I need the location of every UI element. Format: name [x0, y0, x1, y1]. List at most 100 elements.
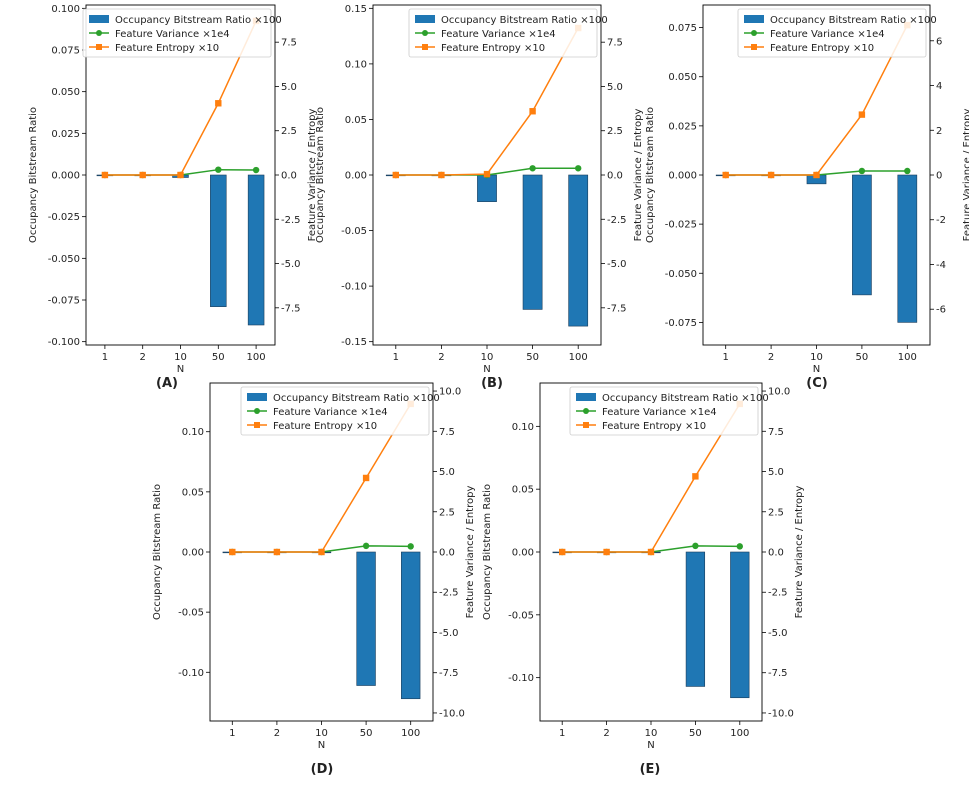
x-axis-title: N	[177, 364, 184, 375]
panel-label: (A)	[156, 376, 178, 391]
x-axis-title: N	[813, 364, 820, 375]
legend-marker-entropy	[422, 44, 428, 50]
y-tick-label-left: 0.00	[182, 548, 204, 559]
y-tick-label-right: 2.5	[607, 126, 623, 137]
x-tick-label: 2	[768, 352, 774, 363]
entropy-point	[722, 171, 729, 179]
variance-point	[407, 543, 414, 550]
y-tick-label-right: 0.0	[439, 548, 455, 559]
y-axis-title-right: Feature Variance / Entropy	[962, 109, 969, 242]
x-axis-title: N	[483, 364, 490, 375]
legend: Occupancy Bitstream Ratio ×100 Feature Va…	[569, 386, 769, 436]
legend: Occupancy Bitstream Ratio ×100 Feature Va…	[737, 8, 937, 58]
legend-box	[737, 8, 927, 58]
y-tick-label-left: 0.00	[512, 548, 534, 559]
y-tick-label-left: -0.050	[48, 254, 80, 265]
legend-swatch-bar	[247, 393, 267, 401]
legend-label-entropy: Feature Entropy ×10	[115, 43, 219, 54]
legend-swatch-bar	[576, 393, 596, 401]
x-tick-label: 50	[526, 352, 539, 363]
y-tick-label-left: -0.050	[665, 269, 697, 280]
legend-marker-variance	[254, 408, 260, 414]
variance-point	[362, 542, 370, 550]
y-tick-label-right: 2	[936, 126, 942, 137]
y-tick-label-left: -0.025	[48, 212, 80, 223]
x-tick-label: 2	[438, 352, 444, 363]
x-axis-title: N	[647, 740, 654, 751]
legend-marker-entropy	[96, 44, 102, 50]
y-tick-label-right: 7.5	[607, 38, 623, 49]
bar	[897, 174, 918, 323]
chart-panel: 0.075 0.050 0.025 0.000 -0.025 -0.050 -0.075 6 4…	[645, 4, 969, 391]
entropy-point	[559, 548, 566, 556]
entropy-point	[813, 171, 820, 179]
entropy-point	[229, 548, 236, 556]
bar	[685, 551, 706, 687]
entropy-point	[438, 171, 445, 179]
legend-marker-entropy	[751, 44, 757, 50]
y-tick-label-right: 2.5	[768, 507, 784, 518]
x-tick-label: 2	[140, 352, 146, 363]
bar	[852, 174, 872, 296]
y-axis-title-left: Occupancy Bitstream Ratio	[482, 484, 493, 620]
y-tick-label-left: -0.10	[341, 282, 367, 293]
x-tick-label: 100	[898, 352, 917, 363]
entropy-point	[392, 171, 399, 179]
y-axis-title-right: Feature Variance / Entropy	[633, 109, 644, 242]
x-tick-label: 100	[569, 352, 588, 363]
legend: Occupancy Bitstream Ratio ×100 Feature Va…	[408, 8, 608, 58]
y-tick-label-right: -2.5	[281, 215, 301, 226]
y-tick-label-left: 0.15	[345, 4, 367, 15]
y-tick-label-right: 0	[936, 171, 942, 182]
y-tick-label-left: -0.05	[341, 226, 367, 237]
legend-label-entropy: Feature Entropy ×10	[441, 43, 545, 54]
y-tick-label-right: 10.0	[768, 387, 790, 398]
y-tick-label-right: 2.5	[281, 126, 297, 137]
y-tick-label-right: -5.0	[768, 628, 788, 639]
y-axis-title-left: Occupancy Bitstream Ratio	[645, 107, 656, 243]
y-tick-label-left: -0.025	[665, 220, 697, 231]
y-tick-label-left: 0.05	[345, 115, 367, 126]
variance-point	[692, 542, 699, 550]
x-tick-label: 10	[810, 352, 823, 363]
y-tick-label-left: 0.050	[668, 72, 697, 83]
y-tick-label-left: 0.10	[182, 427, 204, 438]
entropy-point	[215, 100, 222, 107]
y-tick-label-right: 5.0	[768, 467, 784, 478]
y-tick-label-left: 0.100	[51, 4, 80, 15]
y-tick-label-right: -5.0	[281, 259, 301, 270]
y-tick-label-left: -0.05	[178, 608, 204, 619]
x-tick-label: 10	[174, 352, 187, 363]
legend-label-variance: Feature Variance ×1e4	[273, 407, 388, 418]
legend-box	[569, 386, 759, 436]
bar	[730, 551, 750, 699]
variance-point	[215, 166, 222, 173]
y-tick-label-left: -0.15	[341, 337, 367, 348]
entropy-point	[692, 473, 699, 480]
panel-label: (C)	[806, 376, 827, 391]
y-tick-label-right: -7.5	[607, 303, 627, 314]
y-axis-title-left: Occupancy Bitstream Ratio	[315, 107, 326, 243]
legend-label-bar: Occupancy Bitstream Ratio ×100	[602, 393, 769, 404]
x-tick-label: 100	[730, 728, 749, 739]
y-tick-label-right: 7.5	[281, 38, 297, 49]
legend-box	[240, 386, 430, 436]
entropy-point	[603, 548, 610, 556]
legend-marker-entropy	[583, 422, 589, 428]
x-axis-title: N	[318, 740, 325, 751]
legend-label-bar: Occupancy Bitstream Ratio ×100	[441, 15, 608, 26]
legend-marker-variance	[751, 30, 757, 36]
y-tick-label-left: 0.00	[345, 171, 367, 182]
legend-marker-variance	[422, 30, 428, 36]
variance-point	[904, 167, 911, 175]
entropy-point	[139, 171, 146, 179]
y-tick-label-left: -0.10	[178, 668, 204, 679]
y-tick-label-right: -10.0	[439, 708, 465, 719]
y-tick-label-right: -2.5	[439, 588, 459, 599]
y-tick-label-left: 0.025	[668, 121, 697, 132]
y-tick-label-right: -5.0	[439, 628, 459, 639]
y-tick-label-left: 0.05	[182, 487, 204, 498]
legend-label-entropy: Feature Entropy ×10	[602, 421, 706, 432]
bar	[477, 174, 497, 202]
